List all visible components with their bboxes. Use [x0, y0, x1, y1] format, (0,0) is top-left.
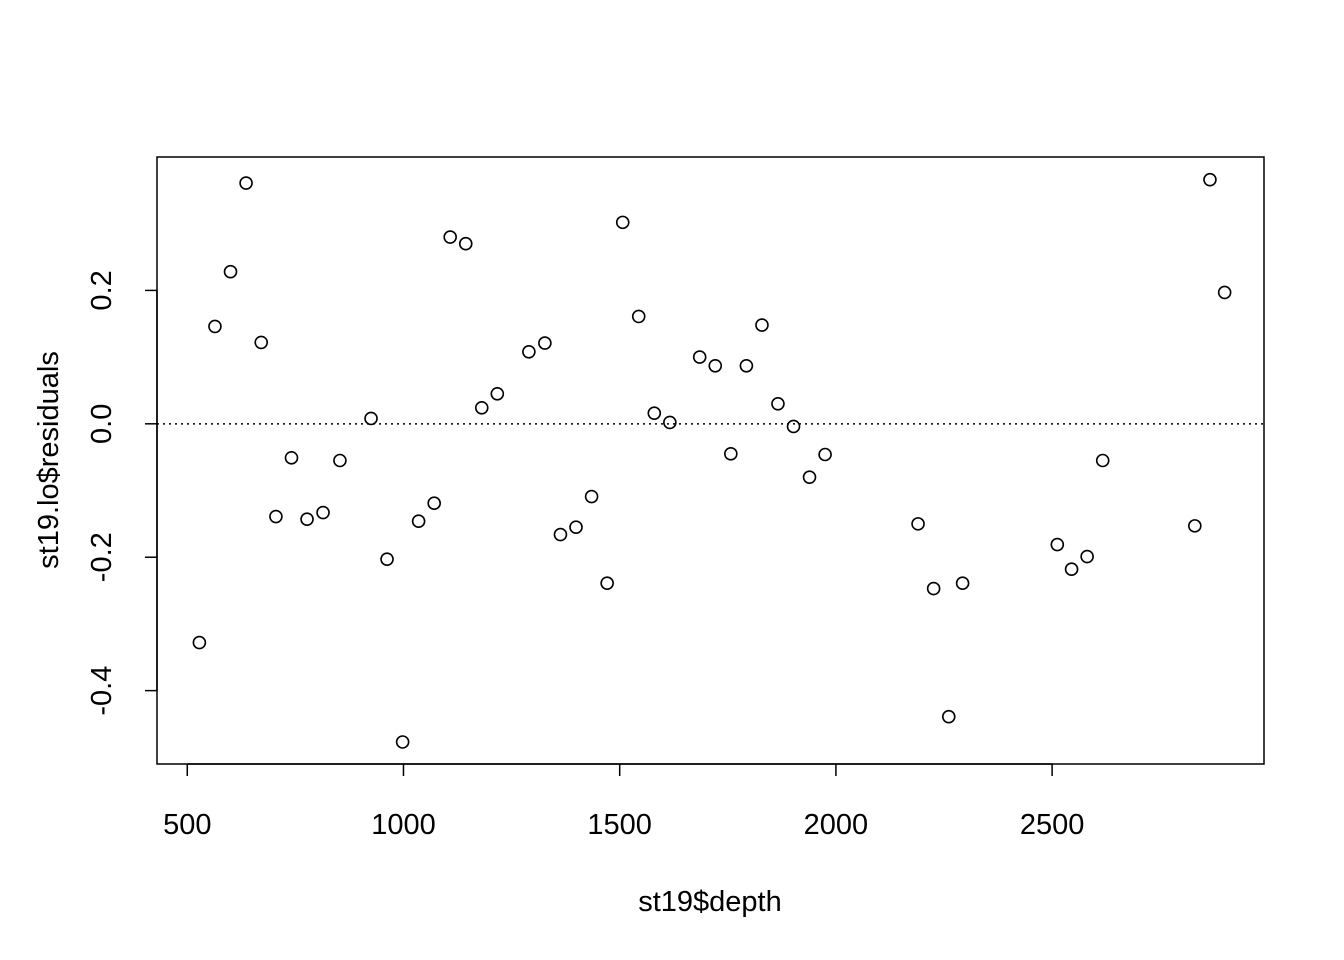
data-point [1203, 172, 1217, 187]
data-point [411, 514, 426, 529]
data-point [724, 447, 738, 461]
data-point [911, 517, 925, 531]
data-point [427, 496, 441, 510]
x-tick-label: 500 [163, 809, 211, 841]
data-point [569, 520, 583, 535]
data-point [755, 318, 769, 332]
data-point [739, 358, 754, 373]
y-axis-label: st19.lo$residuals [33, 351, 65, 569]
data-point [316, 505, 330, 520]
plot-box [156, 156, 1265, 765]
data-point [208, 319, 222, 334]
data-point [692, 350, 707, 364]
x-tick-label: 1500 [587, 809, 652, 841]
data-point [254, 335, 269, 350]
data-point [818, 447, 832, 462]
data-point [600, 576, 614, 591]
data-point [284, 451, 299, 465]
data-point [333, 453, 347, 468]
data-point [364, 411, 378, 426]
data-point [631, 309, 646, 324]
data-point [955, 576, 970, 591]
data-point [223, 264, 238, 279]
y-tick-label: -0.2 [86, 532, 118, 582]
data-point [584, 489, 599, 504]
data-point [538, 336, 552, 350]
data-point [443, 230, 457, 244]
data-point [1080, 549, 1094, 564]
x-tick-label: 1000 [371, 809, 436, 841]
data-point [395, 735, 410, 749]
data-point [300, 512, 314, 526]
x-tick-label: 2000 [804, 809, 869, 841]
data-point [269, 509, 283, 524]
data-point [522, 344, 536, 359]
data-point [490, 386, 505, 401]
y-tick-label: 0.2 [86, 270, 118, 310]
data-point [926, 581, 941, 596]
x-tick-label: 2500 [1020, 809, 1085, 841]
data-point [786, 419, 801, 434]
data-point [192, 635, 207, 650]
data-point [663, 415, 677, 430]
data-point [771, 397, 785, 411]
y-tick-label: -0.4 [86, 666, 118, 716]
data-point [553, 527, 568, 542]
data-point [615, 215, 630, 230]
data-point [941, 709, 956, 724]
x-axis: 500 1000 1500 2000 2500 [163, 763, 1085, 841]
data-points [192, 172, 1232, 749]
data-point [802, 470, 817, 484]
data-point [239, 176, 253, 190]
y-axis: -0.4 -0.2 0.0 0.2 [86, 270, 158, 716]
x-axis-label: st19$depth [638, 886, 782, 918]
data-point [458, 236, 473, 251]
y-tick-label: 0.0 [86, 404, 118, 444]
data-point [474, 401, 489, 415]
data-point [1095, 453, 1110, 468]
data-point [1064, 562, 1079, 577]
data-point [1188, 519, 1202, 533]
data-point [1217, 285, 1232, 300]
data-point [647, 406, 662, 420]
data-point [1050, 537, 1065, 552]
data-point [708, 358, 723, 373]
data-point [380, 552, 394, 567]
